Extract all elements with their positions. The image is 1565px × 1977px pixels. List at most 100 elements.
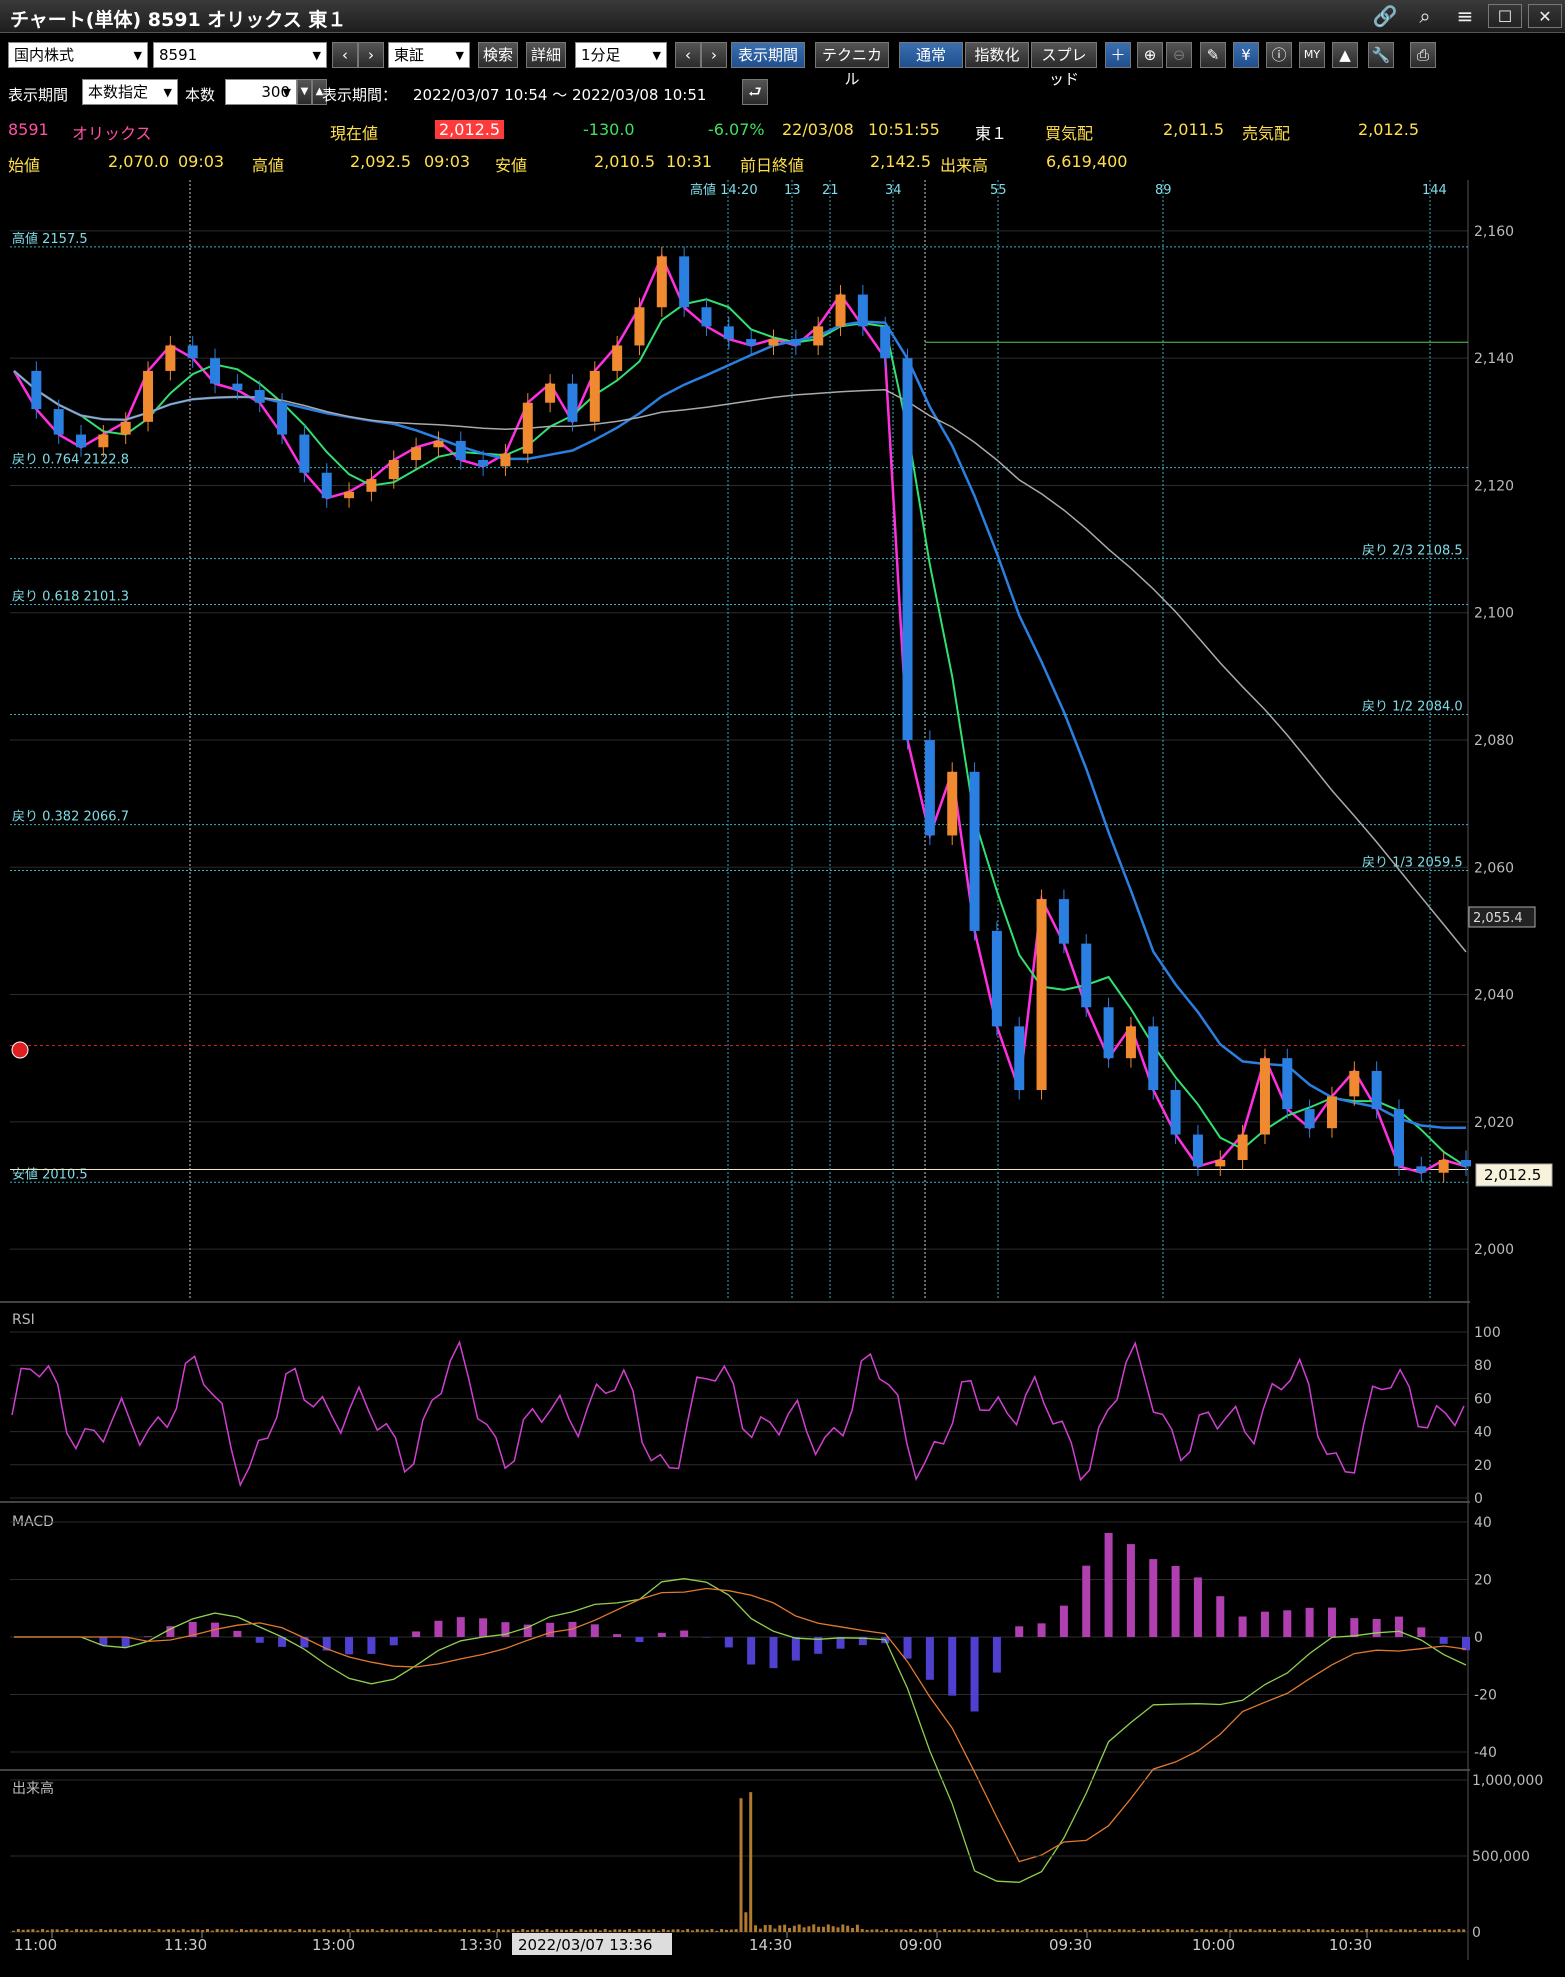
range-mode-select[interactable]: 本数指定 xyxy=(82,79,178,105)
volume-bar xyxy=(526,1930,530,1932)
macd-histogram-bar xyxy=(1015,1626,1024,1637)
yen-icon[interactable]: ¥ xyxy=(1233,42,1259,68)
volume-bar xyxy=(647,1929,651,1932)
candle-body xyxy=(813,326,824,346)
maximize-icon[interactable]: ☐ xyxy=(1488,4,1522,28)
next-interval-button[interactable]: › xyxy=(701,42,727,68)
volume-bar xyxy=(375,1930,379,1932)
macd-panel: 40 20 0 -20 -40 xyxy=(10,1515,1497,1883)
info-icon[interactable]: ⓘ xyxy=(1266,42,1292,68)
volume-bar xyxy=(1030,1930,1034,1932)
volume-bar xyxy=(1171,1930,1175,1932)
code-input[interactable]: 8591 xyxy=(153,42,327,68)
candle-body xyxy=(567,383,578,422)
my-indicator-icon[interactable]: MY xyxy=(1299,42,1325,68)
candle-body xyxy=(31,370,42,410)
macd-histogram-bar xyxy=(858,1637,867,1646)
macd-histogram-bar xyxy=(613,1634,622,1637)
settings-wrench-icon[interactable]: 🔧 xyxy=(1368,42,1394,68)
index-button[interactable]: 指数化 xyxy=(965,42,1029,68)
zoom-in-icon[interactable]: ⊕ xyxy=(1137,42,1163,68)
fib-label: 戻り 0.382 2066.7 xyxy=(12,810,129,825)
volume-bar xyxy=(1200,1929,1204,1932)
candle-body xyxy=(969,771,980,931)
technical-button[interactable]: テクニカル xyxy=(815,42,889,88)
volume-bar xyxy=(1074,1929,1078,1932)
volume-bar xyxy=(162,1929,166,1932)
return-icon[interactable]: ⮐ xyxy=(742,79,768,105)
volume-bar xyxy=(206,1928,209,1932)
volume-bar xyxy=(1156,1929,1160,1932)
volume-bar xyxy=(429,1929,433,1932)
search-icon[interactable]: ⌕ xyxy=(1419,4,1431,28)
volume-bar xyxy=(991,1929,995,1932)
macd-histogram-bar xyxy=(389,1637,398,1646)
volume-bar xyxy=(870,1929,874,1932)
volume-bar xyxy=(831,1926,835,1932)
volume-bar xyxy=(710,1929,714,1932)
volume-bar xyxy=(1064,1929,1068,1932)
alert-marker-icon[interactable] xyxy=(11,1041,29,1059)
volume-bar xyxy=(303,1929,306,1932)
volume-bar xyxy=(1403,1929,1407,1932)
exchange-select[interactable]: 東証 xyxy=(388,42,470,68)
prev-code-button[interactable]: ‹ xyxy=(332,42,358,68)
volume-bar xyxy=(191,1929,195,1932)
volume-bar xyxy=(283,1929,287,1932)
volume-bar xyxy=(94,1930,98,1932)
interval-select[interactable]: 1分足 xyxy=(575,42,667,68)
print-icon[interactable]: ⎙ xyxy=(1410,42,1436,68)
prev-close-label: 前日終値 xyxy=(740,156,805,175)
volume-bar xyxy=(414,1929,418,1932)
volume-bar xyxy=(1093,1929,1097,1932)
close-icon[interactable]: ✕ xyxy=(1528,4,1562,28)
volume-bar xyxy=(70,1930,74,1932)
volume-bar xyxy=(744,1912,748,1932)
spread-button[interactable]: スプレッド xyxy=(1031,42,1097,88)
volume-bar xyxy=(1234,1929,1238,1932)
volume-bar xyxy=(152,1930,156,1932)
count-up-button[interactable]: ▲ xyxy=(312,79,327,105)
range-row: 表示期間 本数指定 本数 300 ▼ ▲ 表示期間： 2022/03/07 10… xyxy=(0,76,1565,108)
normal-button[interactable]: 通常 xyxy=(899,42,963,68)
bid-value: 2,011.5 xyxy=(1163,120,1225,139)
area-chart-icon[interactable]: ▲ xyxy=(1332,42,1358,68)
volume-bar xyxy=(1326,1930,1330,1932)
candle-body xyxy=(1461,1160,1471,1167)
candle-body xyxy=(1192,1134,1203,1167)
candle-body xyxy=(1237,1134,1248,1160)
detail-button[interactable]: 詳細 xyxy=(526,42,566,68)
prev-interval-button[interactable]: ‹ xyxy=(675,42,701,68)
price-tick-label: 2,020 xyxy=(1474,1115,1514,1131)
candle-body xyxy=(701,307,712,327)
volume-bar xyxy=(807,1926,811,1932)
rsi-line xyxy=(11,1340,1465,1488)
volume-tick-label: 1,000,000 xyxy=(1472,1773,1543,1789)
next-code-button[interactable]: › xyxy=(358,42,384,68)
ask-label: 売気配 xyxy=(1242,124,1291,143)
volume-bar xyxy=(1282,1929,1286,1932)
crosshair-icon[interactable]: ＋ xyxy=(1105,42,1131,68)
zoom-out-icon[interactable]: ⊖ xyxy=(1166,42,1192,68)
quote-date: 22/03/08 xyxy=(782,120,854,139)
volume-bar xyxy=(836,1927,840,1932)
time-axis: 11:00 11:30 13:00 13:30 14:30 09:00 09:30 10:00… xyxy=(14,1932,1372,1954)
market-select[interactable]: 国内株式 xyxy=(8,42,148,68)
period-button[interactable]: 表示期間 xyxy=(731,42,805,68)
link-icon[interactable]: 🔗 xyxy=(1372,4,1398,28)
volume-bar xyxy=(1079,1930,1082,1932)
volume-bar xyxy=(1137,1930,1141,1932)
volume-bar xyxy=(1001,1929,1005,1932)
search-button[interactable]: 検索 xyxy=(478,42,518,68)
price-tick-label: 2,160 xyxy=(1474,224,1514,240)
volume-bar xyxy=(1015,1929,1019,1932)
volume-bar xyxy=(618,1929,622,1932)
count-down-button[interactable]: ▼ xyxy=(297,79,312,105)
volume-bar xyxy=(1166,1928,1170,1932)
pen-icon[interactable]: ✎ xyxy=(1200,42,1226,68)
volume-bar xyxy=(1219,1930,1223,1932)
menu-icon[interactable]: ≡ xyxy=(1456,4,1474,28)
count-input[interactable]: 300 xyxy=(225,79,297,105)
volume-bar xyxy=(642,1929,646,1932)
